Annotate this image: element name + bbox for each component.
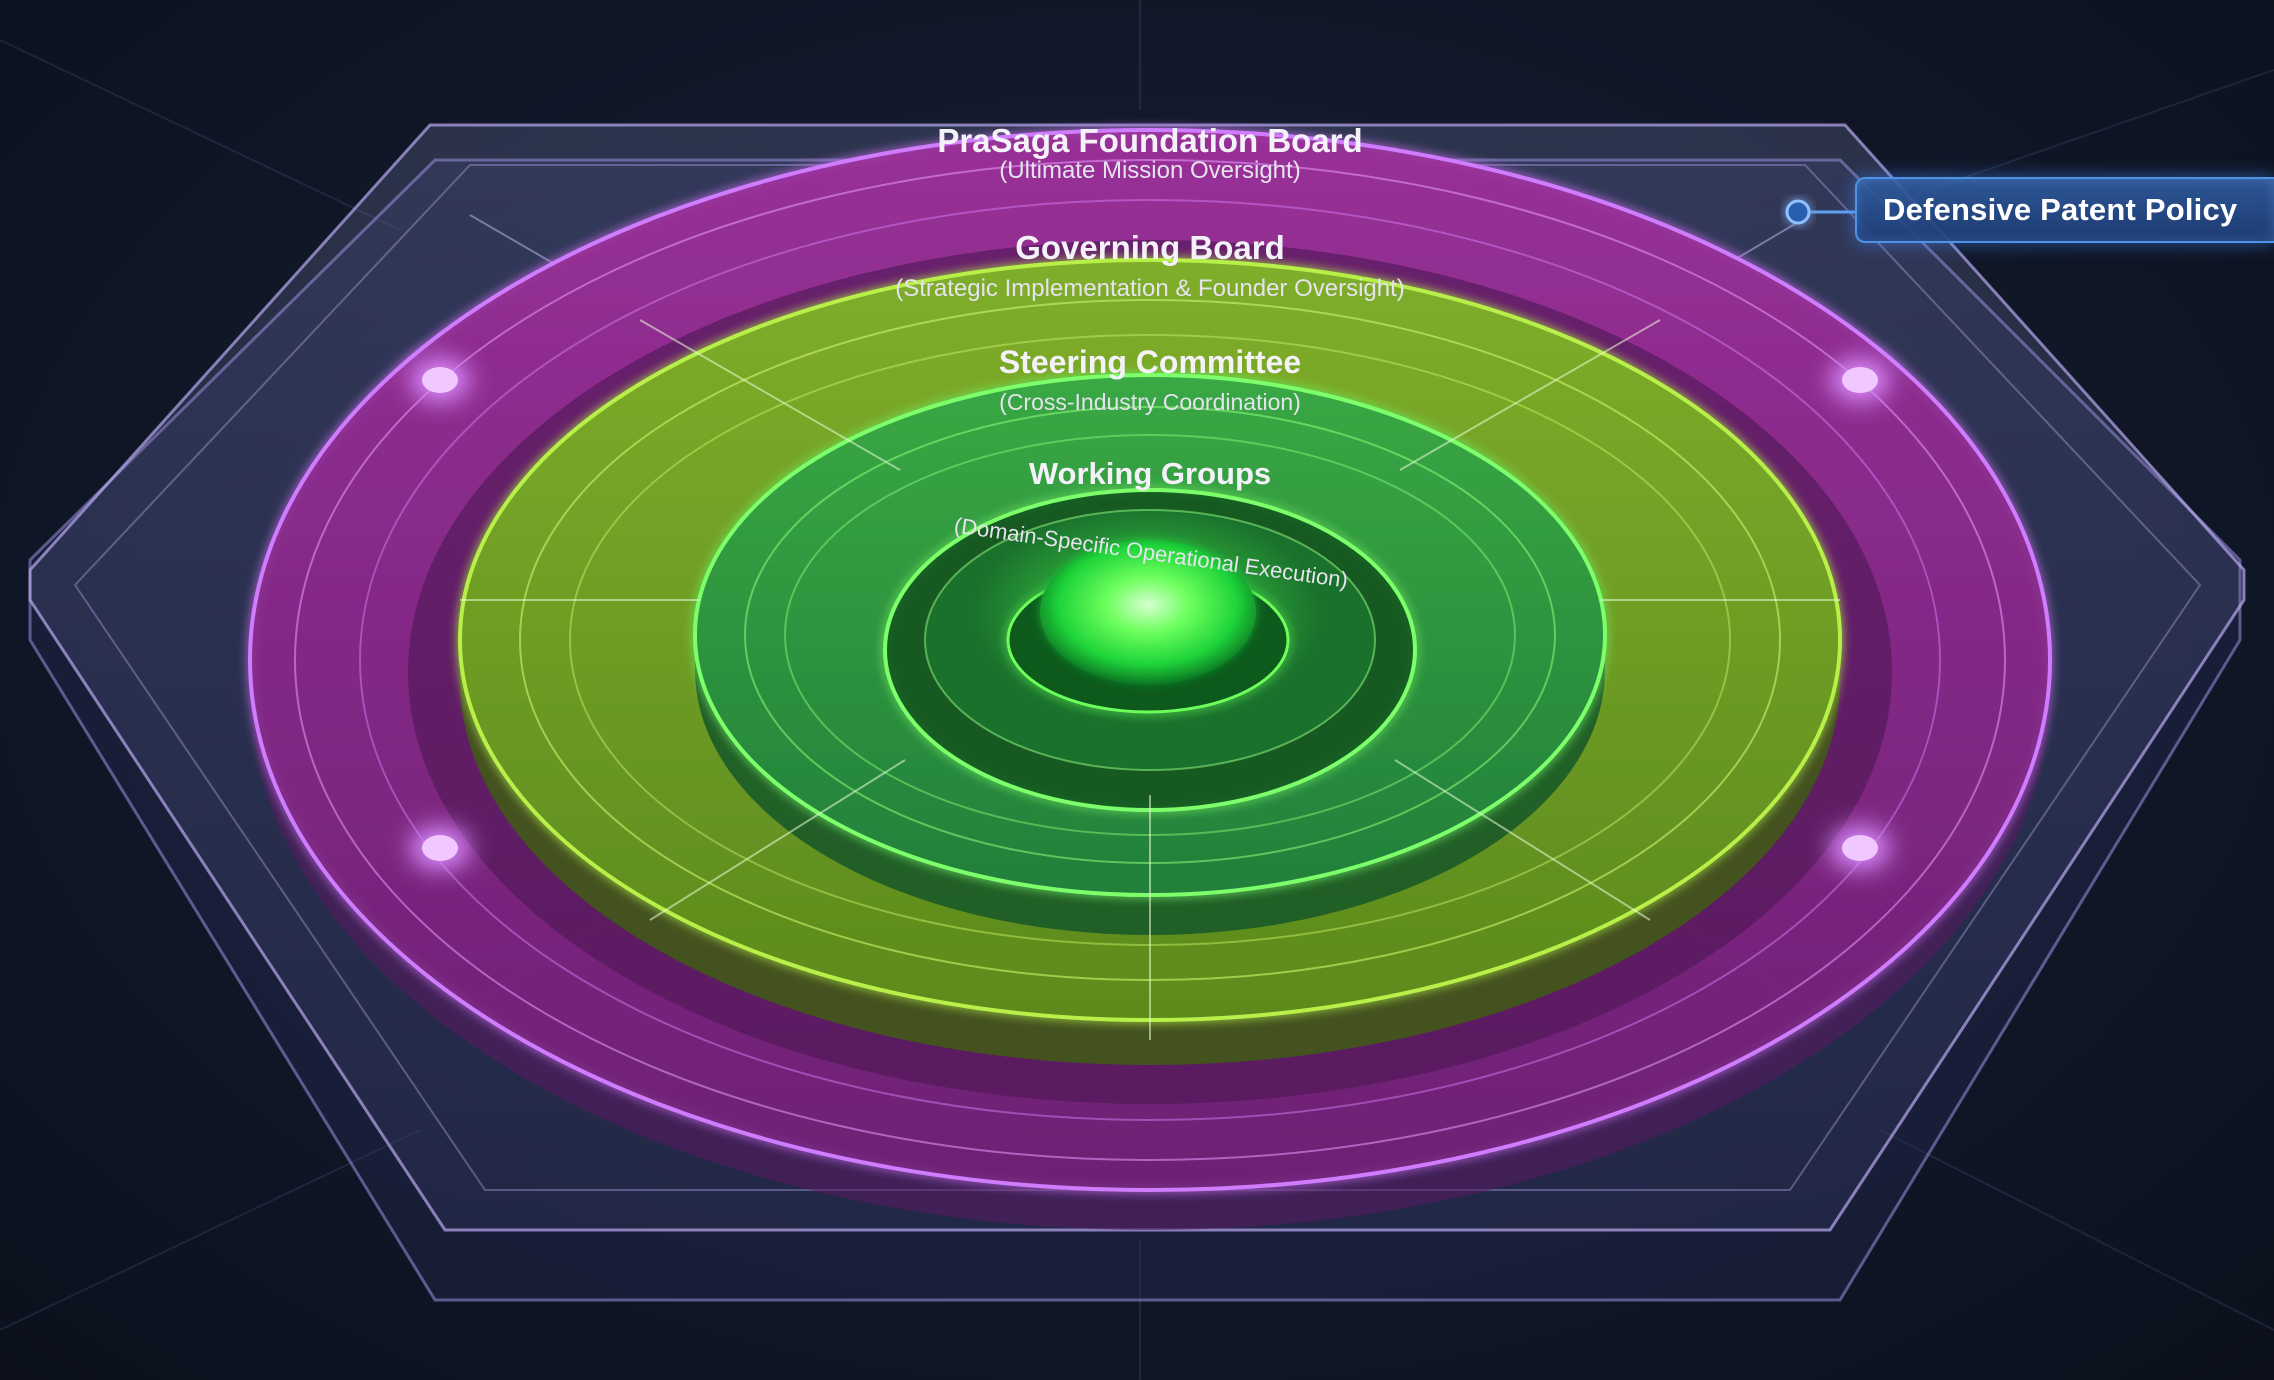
- ring-marker-dots: [410, 358, 1890, 870]
- tier-title-foundation-board: PraSaga Foundation Board: [937, 122, 1362, 159]
- defensive-patent-policy-callout: Defensive Patent Policy: [1855, 177, 2274, 243]
- callout-label: Defensive Patent Policy: [1883, 192, 2238, 227]
- tier-title-steering-committee: Steering Committee: [999, 344, 1301, 380]
- tier-subtitle-governing-board: (Strategic Implementation & Founder Over…: [895, 275, 1405, 302]
- core-orb: [973, 505, 1323, 725]
- tier-title-working-groups: Working Groups: [1029, 456, 1271, 491]
- platform-inner-edge: [73, 164, 2202, 1191]
- tier-title-governing-board: Governing Board: [1015, 229, 1285, 266]
- tier-subtitle-foundation-board: (Ultimate Mission Oversight): [999, 157, 1300, 184]
- ring-segment-dividers: [460, 319, 1840, 1040]
- callout-connector: [1785, 199, 1855, 225]
- tier-subtitle-steering-committee: (Cross-Industry Coordination): [999, 389, 1301, 415]
